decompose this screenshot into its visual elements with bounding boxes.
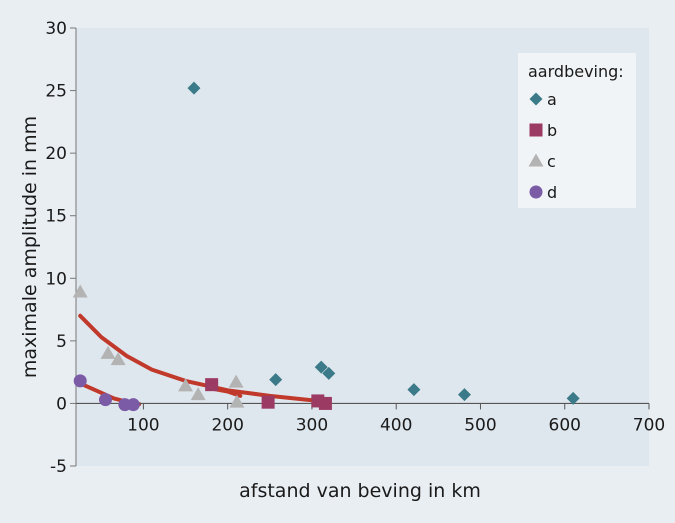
data-point-d xyxy=(126,398,140,412)
legend-marker-d xyxy=(529,185,543,199)
legend-title: aardbeving: xyxy=(528,62,624,81)
axes: -5 0 5 10 15 20 25 30 100 200 300 400 500 600 700 xyxy=(45,19,665,477)
y-tick-label: 15 xyxy=(45,207,67,227)
legend-marker-c xyxy=(528,153,544,167)
y-axis-label: maximale amplitude in mm xyxy=(19,116,41,378)
x-tick-label: 300 xyxy=(296,415,328,435)
data-point-d xyxy=(73,374,87,388)
data-point-c xyxy=(178,378,194,392)
data-point-c xyxy=(228,374,244,388)
legend-marker-a xyxy=(529,92,543,106)
x-tick-label: 400 xyxy=(380,415,412,435)
legend-label-a: a xyxy=(547,90,557,109)
data-point-a xyxy=(407,383,421,397)
y-tick-label: 25 xyxy=(45,82,67,102)
data-point-c xyxy=(229,394,245,408)
y-tick-label: 5 xyxy=(56,332,67,352)
data-point-c xyxy=(100,345,116,359)
data-point-a xyxy=(187,81,201,95)
x-tick-label: 200 xyxy=(211,415,243,435)
legend-label-b: b xyxy=(547,121,557,140)
y-tick-label: 10 xyxy=(45,269,67,289)
y-tick-label: 30 xyxy=(45,19,67,39)
data-point-d xyxy=(98,393,112,407)
x-tick-label: 700 xyxy=(633,415,665,435)
legend-label-c: c xyxy=(547,152,556,171)
x-tick-label: 600 xyxy=(549,415,581,435)
y-tick-label: -5 xyxy=(50,457,67,477)
data-points xyxy=(72,81,580,412)
legend-label-d: d xyxy=(547,183,557,202)
data-point-a xyxy=(457,388,471,402)
data-point-b xyxy=(261,395,275,409)
legend-marker-b xyxy=(529,123,543,137)
data-point-c xyxy=(110,352,126,366)
y-tick-label: 20 xyxy=(45,144,67,164)
data-point-a xyxy=(566,391,580,405)
data-point-b xyxy=(205,378,219,392)
data-point-a xyxy=(269,373,283,387)
data-point-a xyxy=(322,366,336,380)
x-tick-label: 500 xyxy=(464,415,496,435)
y-tick-label: 0 xyxy=(56,394,67,414)
x-axis-label: afstand van beving in km xyxy=(239,480,481,502)
data-point-c xyxy=(72,284,88,298)
x-tick-label: 100 xyxy=(127,415,159,435)
data-point-a xyxy=(314,360,328,374)
data-point-c xyxy=(190,387,206,401)
data-point-b xyxy=(318,396,332,410)
